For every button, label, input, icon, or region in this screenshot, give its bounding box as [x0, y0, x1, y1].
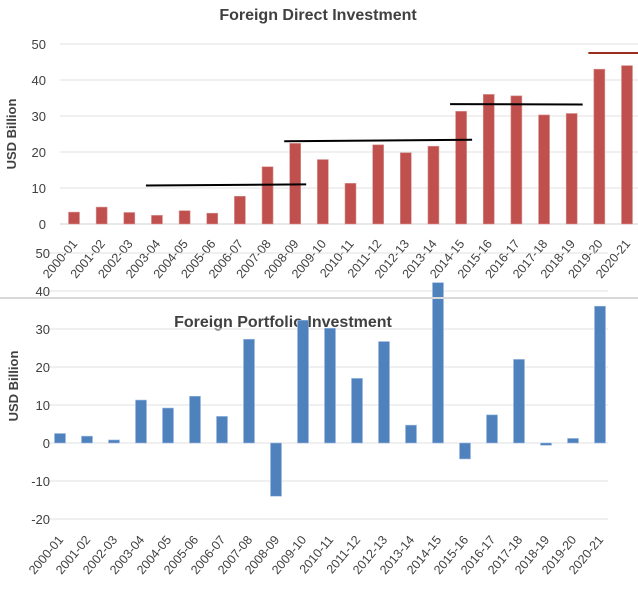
y-axis-label: USD Billion: [4, 99, 19, 170]
bar-2004-05: [178, 210, 191, 225]
y-tick-label: 50: [32, 37, 46, 52]
bar-2009-10: [317, 159, 329, 225]
y-tick-label: 20: [36, 360, 50, 375]
bar-2012-13: [378, 341, 390, 444]
bar-2000-01: [54, 433, 66, 444]
y-tick-label: 30: [36, 322, 50, 337]
y-tick-label: 10: [36, 398, 50, 413]
bar-2017-18: [538, 114, 550, 225]
bar-2015-16: [482, 94, 495, 225]
y-tick-label: 0: [43, 436, 50, 451]
bar-2017-18: [513, 359, 525, 444]
bar-2004-05: [162, 407, 174, 444]
y-tick-label: 50: [36, 246, 50, 261]
bar-2002-03: [108, 439, 120, 444]
bar-2013-14: [405, 424, 417, 444]
y-axis-label: USD Billion: [6, 351, 21, 422]
bar-2020-21: [594, 305, 606, 444]
bar-2014-15: [432, 282, 444, 444]
bar-2011-12: [351, 378, 363, 444]
bar-2008-09: [270, 442, 282, 497]
bar-2011-12: [372, 144, 384, 225]
bar-2016-17: [510, 95, 523, 225]
average-trend-line: [284, 138, 473, 143]
bar-2006-07: [216, 416, 228, 444]
bar-2001-02: [95, 206, 108, 225]
y-tick-label: 40: [32, 73, 46, 88]
y-tick-label: -20: [31, 512, 50, 527]
chart-title: Foreign Portfolio Investment: [174, 314, 392, 331]
bar-2019-20: [593, 68, 606, 225]
bar-2013-14: [427, 145, 440, 225]
bar-2007-08: [243, 338, 255, 444]
bar-2001-02: [81, 435, 93, 444]
y-tick-label: 30: [32, 109, 46, 124]
bar-2016-17: [486, 414, 498, 444]
y-tick-label: 0: [39, 217, 46, 232]
bar-2005-06: [189, 395, 201, 444]
bar-2007-08: [261, 166, 274, 225]
bar-2003-04: [135, 399, 147, 444]
chart-title: Foreign Direct Investment: [219, 7, 417, 24]
bar-2010-11: [324, 327, 336, 444]
bar-2020-21: [621, 65, 633, 225]
bar-2009-10: [297, 319, 309, 444]
bar-2018-19: [540, 442, 552, 446]
y-tick-label: 40: [36, 284, 50, 299]
bar-2010-11: [344, 183, 357, 225]
bar-2015-16: [459, 442, 471, 460]
average-trend-line: [145, 183, 307, 187]
bar-2003-04: [151, 215, 163, 225]
bar-2005-06: [206, 212, 219, 225]
bar-2006-07: [234, 195, 246, 225]
bar-2000-01: [68, 211, 80, 225]
bar-2019-20: [567, 438, 579, 444]
bar-2002-03: [123, 212, 136, 225]
bar-2014-15: [455, 111, 467, 225]
y-tick-label: -10: [31, 474, 50, 489]
bar-2018-19: [565, 113, 578, 225]
y-tick-label: 10: [32, 181, 46, 196]
y-tick-label: 20: [32, 145, 46, 160]
bar-2012-13: [399, 152, 412, 225]
